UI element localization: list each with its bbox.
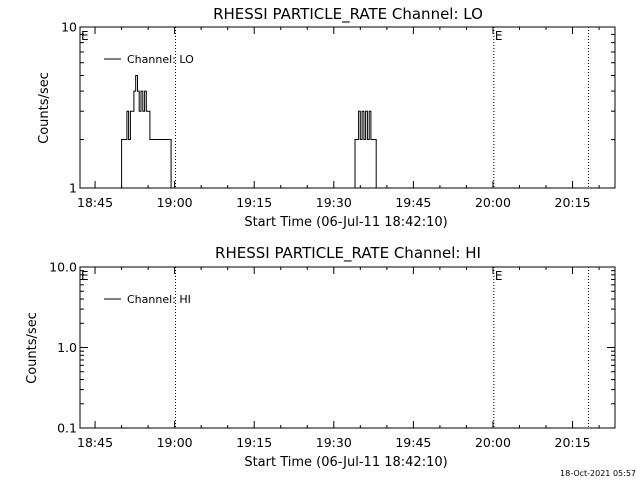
y-tick-label: 0.1 [57,421,77,436]
x-tick-label: 18:45 [77,195,113,210]
chart-lo: RHESSI PARTICLE_RATE Channel: LO 18:45 19… [37,5,616,230]
x-tick-label: 20:15 [555,435,591,450]
chart-hi-vertical-lines [175,267,589,428]
x-tick-label: 19:45 [395,195,431,210]
chart-hi-y-axis: 0.1 1.0 10.0 [49,260,615,436]
chart-lo-series [118,75,379,189]
x-tick-label: 19:30 [316,195,352,210]
event-marker-label: E [495,269,503,283]
x-tick-label: 19:00 [157,435,193,450]
chart-hi-y-label: Counts/sec [25,312,40,384]
chart-hi-legend: Channel: HI [104,293,191,306]
chart-lo-plot-area [79,26,616,189]
x-tick-label: 20:00 [475,435,511,450]
chart-lo-vertical-lines [175,27,589,188]
series-line [118,75,379,189]
event-marker-label: E [81,29,89,43]
chart-hi-x-axis: 18:45 19:00 19:15 19:30 19:45 20:00 20:15 [77,267,600,450]
chart-hi-title: RHESSI PARTICLE_RATE Channel: HI [215,244,481,263]
x-tick-label: 19:15 [236,435,272,450]
footer-timestamp: 18-Oct-2021 05:57 [560,469,636,478]
y-tick-label: 1.0 [57,340,77,355]
x-tick-label: 20:15 [555,195,591,210]
y-tick-label: 10 [61,20,77,35]
event-marker-label: E [495,29,503,43]
chart-lo-legend: Channel: LO [104,53,194,66]
x-tick-label: 18:45 [77,435,113,450]
chart-hi-plot-area [79,266,616,429]
chart-hi-legend-label: Channel: HI [127,293,191,306]
event-marker-label: E [81,269,89,283]
x-tick-label: 19:00 [157,195,193,210]
x-tick-label: 20:00 [475,195,511,210]
chart-hi: RHESSI PARTICLE_RATE Channel: HI 18:45 19… [25,244,616,470]
chart-lo-legend-label: Channel: LO [127,53,194,66]
chart-hi-x-label: Start Time (06-Jul-11 18:42:10) [244,455,447,470]
chart-lo-y-axis: 1 10 [61,20,615,196]
y-tick-label: 1 [69,181,77,196]
chart-lo-x-label: Start Time (06-Jul-11 18:42:10) [244,215,447,230]
chart-lo-y-label: Counts/sec [37,72,52,144]
x-tick-label: 19:45 [395,435,431,450]
x-tick-label: 19:15 [236,195,272,210]
chart-lo-title: RHESSI PARTICLE_RATE Channel: LO [213,5,483,24]
chart-lo-x-axis: 18:45 19:00 19:15 19:30 19:45 20:00 20:15 [77,27,600,210]
x-tick-label: 19:30 [316,435,352,450]
y-tick-label: 10.0 [49,260,77,275]
